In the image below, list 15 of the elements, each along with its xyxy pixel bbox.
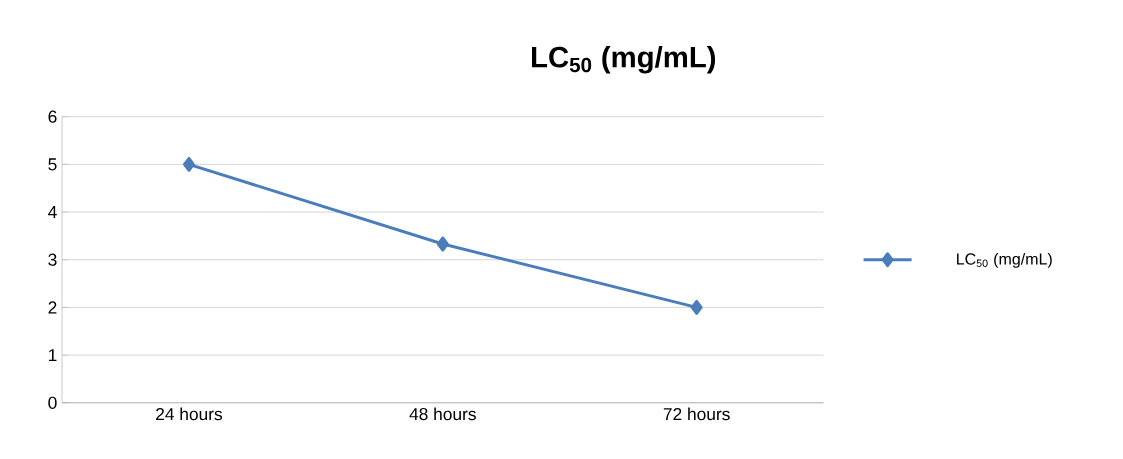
chart-title: LC$_{50}$ (mg/mL) bbox=[532, 46, 716, 74]
y-tick-label: 5 bbox=[48, 158, 57, 171]
point bbox=[436, 236, 449, 252]
point bbox=[182, 157, 195, 172]
x-tick-label: 72 hours bbox=[663, 407, 730, 421]
x-tick-label: 24 hours bbox=[156, 407, 223, 421]
text: LC$_{50}$ (mg/mL) bbox=[957, 253, 1052, 268]
y-tick-label: 0 bbox=[48, 396, 57, 410]
y-tick-label: 3 bbox=[48, 253, 57, 266]
y-tick-label: 1 bbox=[48, 349, 57, 362]
point bbox=[690, 300, 703, 315]
y-tick-label: 2 bbox=[48, 301, 57, 314]
x-tick-label: 48 hours bbox=[409, 407, 476, 421]
y-tick-label: 4 bbox=[48, 206, 57, 219]
y-tick-label: 6 bbox=[48, 110, 57, 123]
